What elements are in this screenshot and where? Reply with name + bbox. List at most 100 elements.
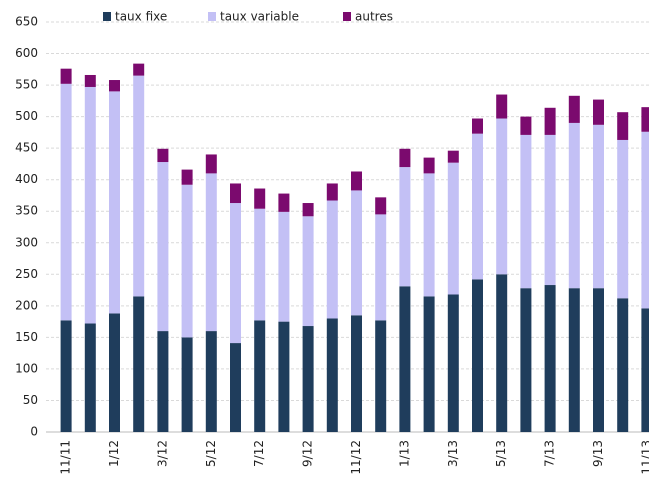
y-tick-label: 500	[15, 109, 38, 123]
x-tick-label: 1/12	[107, 440, 121, 467]
y-tick-label: 400	[15, 172, 38, 186]
bar-segment	[84, 323, 96, 432]
bar-segment	[351, 190, 362, 316]
x-tick-label: 5/13	[494, 440, 508, 467]
bar-segment	[278, 321, 290, 432]
bar-segment	[181, 184, 193, 338]
bar-segment	[254, 208, 266, 321]
bar-segment	[447, 150, 459, 163]
bar-segment	[544, 285, 556, 432]
bar-segment	[520, 116, 532, 135]
bar-segment	[375, 214, 387, 321]
bar-segment	[302, 203, 314, 217]
bar-segment	[593, 288, 604, 432]
x-tick-label: 3/12	[155, 440, 169, 467]
bar-segment	[593, 99, 604, 125]
bar-segment	[520, 288, 532, 432]
y-tick-label: 250	[15, 267, 38, 281]
bar-segment	[593, 124, 604, 289]
bar-segment	[617, 139, 629, 299]
bar-segment	[205, 173, 217, 332]
bar-segment	[520, 134, 532, 289]
legend-label: autres	[355, 10, 393, 24]
legend-swatch	[208, 12, 216, 21]
bar-segment	[109, 91, 120, 314]
bar-segment	[157, 148, 169, 163]
bar-segment	[230, 183, 241, 204]
legend-label: taux variable	[220, 10, 299, 24]
legend-swatch	[343, 12, 351, 21]
legend-label: taux fixe	[115, 10, 167, 24]
bar-segment	[157, 162, 169, 332]
x-tick-label: 1/13	[397, 440, 411, 467]
y-tick-label: 50	[23, 393, 38, 407]
bar-segment	[496, 274, 508, 432]
bar-segment	[399, 167, 411, 287]
bar-segment	[447, 294, 459, 432]
bar-segment	[399, 148, 411, 168]
x-tick-label: 5/12	[204, 440, 218, 467]
bar-segment	[568, 95, 580, 123]
bar-segment	[617, 112, 629, 140]
bar-segment	[133, 75, 145, 297]
bar-segment	[568, 288, 580, 432]
y-tick-label: 600	[15, 46, 38, 60]
bar-segment	[326, 183, 338, 201]
bar-segment	[278, 211, 290, 322]
x-tick-label: 11/11	[59, 440, 73, 475]
x-tick-label: 7/13	[543, 440, 557, 467]
bar-segment	[84, 86, 96, 324]
y-tick-label: 350	[15, 204, 38, 218]
bar-segment	[496, 118, 508, 275]
x-tick-label: 9/13	[591, 440, 605, 467]
y-tick-label: 100	[15, 361, 38, 375]
y-tick-label: 0	[30, 425, 38, 439]
bar-segment	[109, 313, 120, 432]
x-tick-label: 3/13	[446, 440, 460, 467]
bar-segment	[278, 193, 290, 212]
y-tick-label: 650	[15, 15, 38, 29]
bar-segment	[326, 200, 338, 319]
bar-segment	[205, 331, 217, 432]
bar-segment	[641, 308, 649, 432]
bar-segment	[205, 154, 217, 174]
bar-segment	[472, 279, 483, 432]
bar-segment	[254, 320, 266, 432]
bar-segment	[254, 188, 266, 209]
legend-swatch	[103, 12, 111, 21]
bar-segment	[351, 315, 362, 432]
bar-segment	[109, 80, 120, 92]
bar-segment	[351, 171, 362, 191]
bar-segment	[423, 296, 435, 432]
bar-segment	[230, 343, 241, 432]
bar-segment	[617, 298, 629, 432]
bar-segment	[423, 157, 435, 174]
bar-segment	[447, 162, 459, 295]
bar-segment	[472, 133, 483, 280]
bar-segment	[181, 337, 193, 432]
x-tick-label: 11/12	[349, 440, 363, 475]
bar-segment	[544, 107, 556, 135]
bar-segment	[326, 318, 338, 432]
y-tick-label: 550	[15, 78, 38, 92]
bar-segment	[375, 197, 387, 215]
bar-segment	[181, 169, 193, 185]
bar-segment	[60, 68, 72, 84]
x-tick-label: 9/12	[301, 440, 315, 467]
bar-segment	[230, 203, 241, 344]
bar-segment	[399, 286, 411, 432]
bar-segment	[84, 74, 96, 87]
bar-segment	[472, 118, 483, 134]
y-tick-label: 450	[15, 141, 38, 155]
bar-segment	[302, 216, 314, 327]
bar-segment	[60, 320, 72, 432]
bar-segment	[133, 63, 145, 76]
bar-segment	[133, 296, 145, 432]
x-tick-label: 7/12	[252, 440, 266, 467]
bar-segment	[60, 83, 72, 321]
bar-segment	[496, 94, 508, 119]
bar-segment	[568, 122, 580, 289]
y-tick-label: 150	[15, 330, 38, 344]
bar-segment	[641, 107, 649, 132]
